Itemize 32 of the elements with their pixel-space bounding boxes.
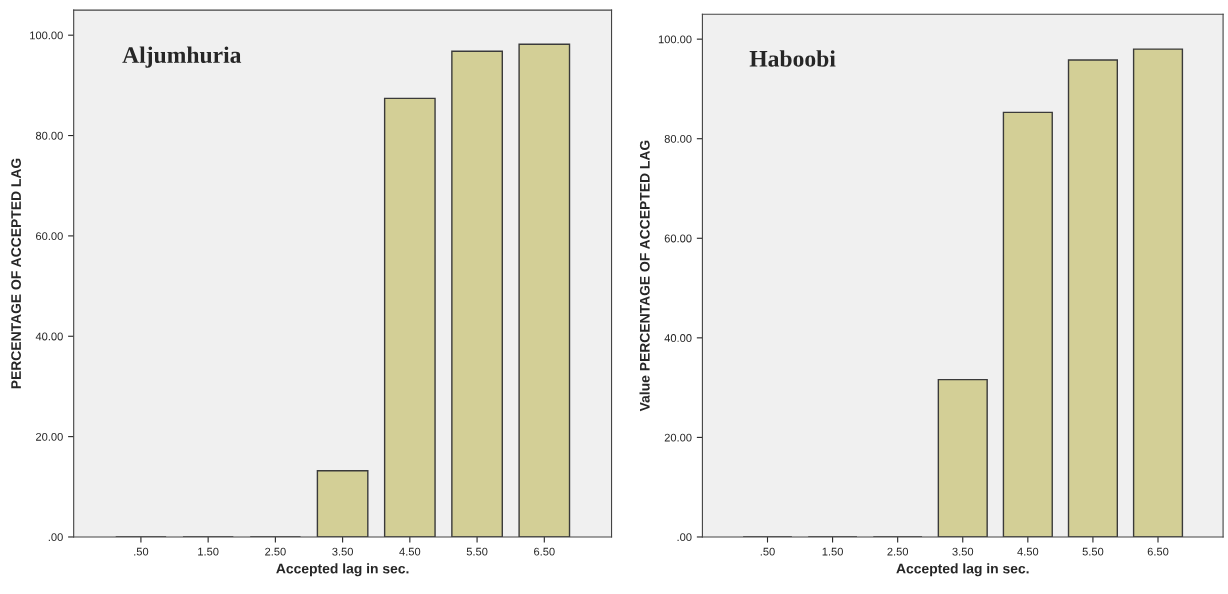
y-tick-label: 20.00 <box>36 432 63 441</box>
x-tick-label: 5.50 <box>466 547 488 556</box>
y-tick-label: 100.00 <box>658 35 692 44</box>
x-tick-label: 4.50 <box>1017 547 1039 556</box>
y-tick-label: 60.00 <box>36 232 63 241</box>
x-tick-label: 6.50 <box>534 547 555 556</box>
y-tick-label: 40.00 <box>664 334 692 342</box>
x-tick-label: 6.50 <box>1147 547 1169 556</box>
x-tick-label: 3.50 <box>952 547 974 556</box>
text: Aljumhuria <box>122 46 242 68</box>
x-tick-label: 2.50 <box>887 547 909 556</box>
text: Haboobi <box>749 50 836 67</box>
x-tick-label: 4.50 <box>399 547 421 556</box>
y-tick-label: 100.00 <box>30 31 63 40</box>
y-tick-label: 20.00 <box>664 433 692 442</box>
y-axis-title: Value PERCENTAGE OF ACCEPTED LAG <box>639 140 650 412</box>
x-tick-label: 5.50 <box>1082 547 1104 556</box>
y-tick-label: .00 <box>677 533 692 542</box>
y-tick-label: 40.00 <box>35 332 63 341</box>
x-tick-label: .50 <box>134 547 149 556</box>
x-tick-label: .50 <box>760 547 775 556</box>
x-axis-title: Accepted lag in sec. <box>276 563 409 577</box>
y-tick-label: 80.00 <box>35 131 63 140</box>
y-axis-title: PERCENTAGE OF ACCEPTED LAG <box>11 158 21 389</box>
y-tick-label: .00 <box>48 533 63 542</box>
x-tick-label: 1.50 <box>198 547 219 556</box>
x-axis-title: Accepted lag in sec. <box>896 563 1029 577</box>
y-tick-label: 80.00 <box>664 134 692 143</box>
x-tick-label: 1.50 <box>822 547 843 556</box>
y-tick-label: 60.00 <box>664 234 692 243</box>
x-tick-label: 3.50 <box>332 547 353 556</box>
x-tick-label: 2.50 <box>265 547 286 556</box>
